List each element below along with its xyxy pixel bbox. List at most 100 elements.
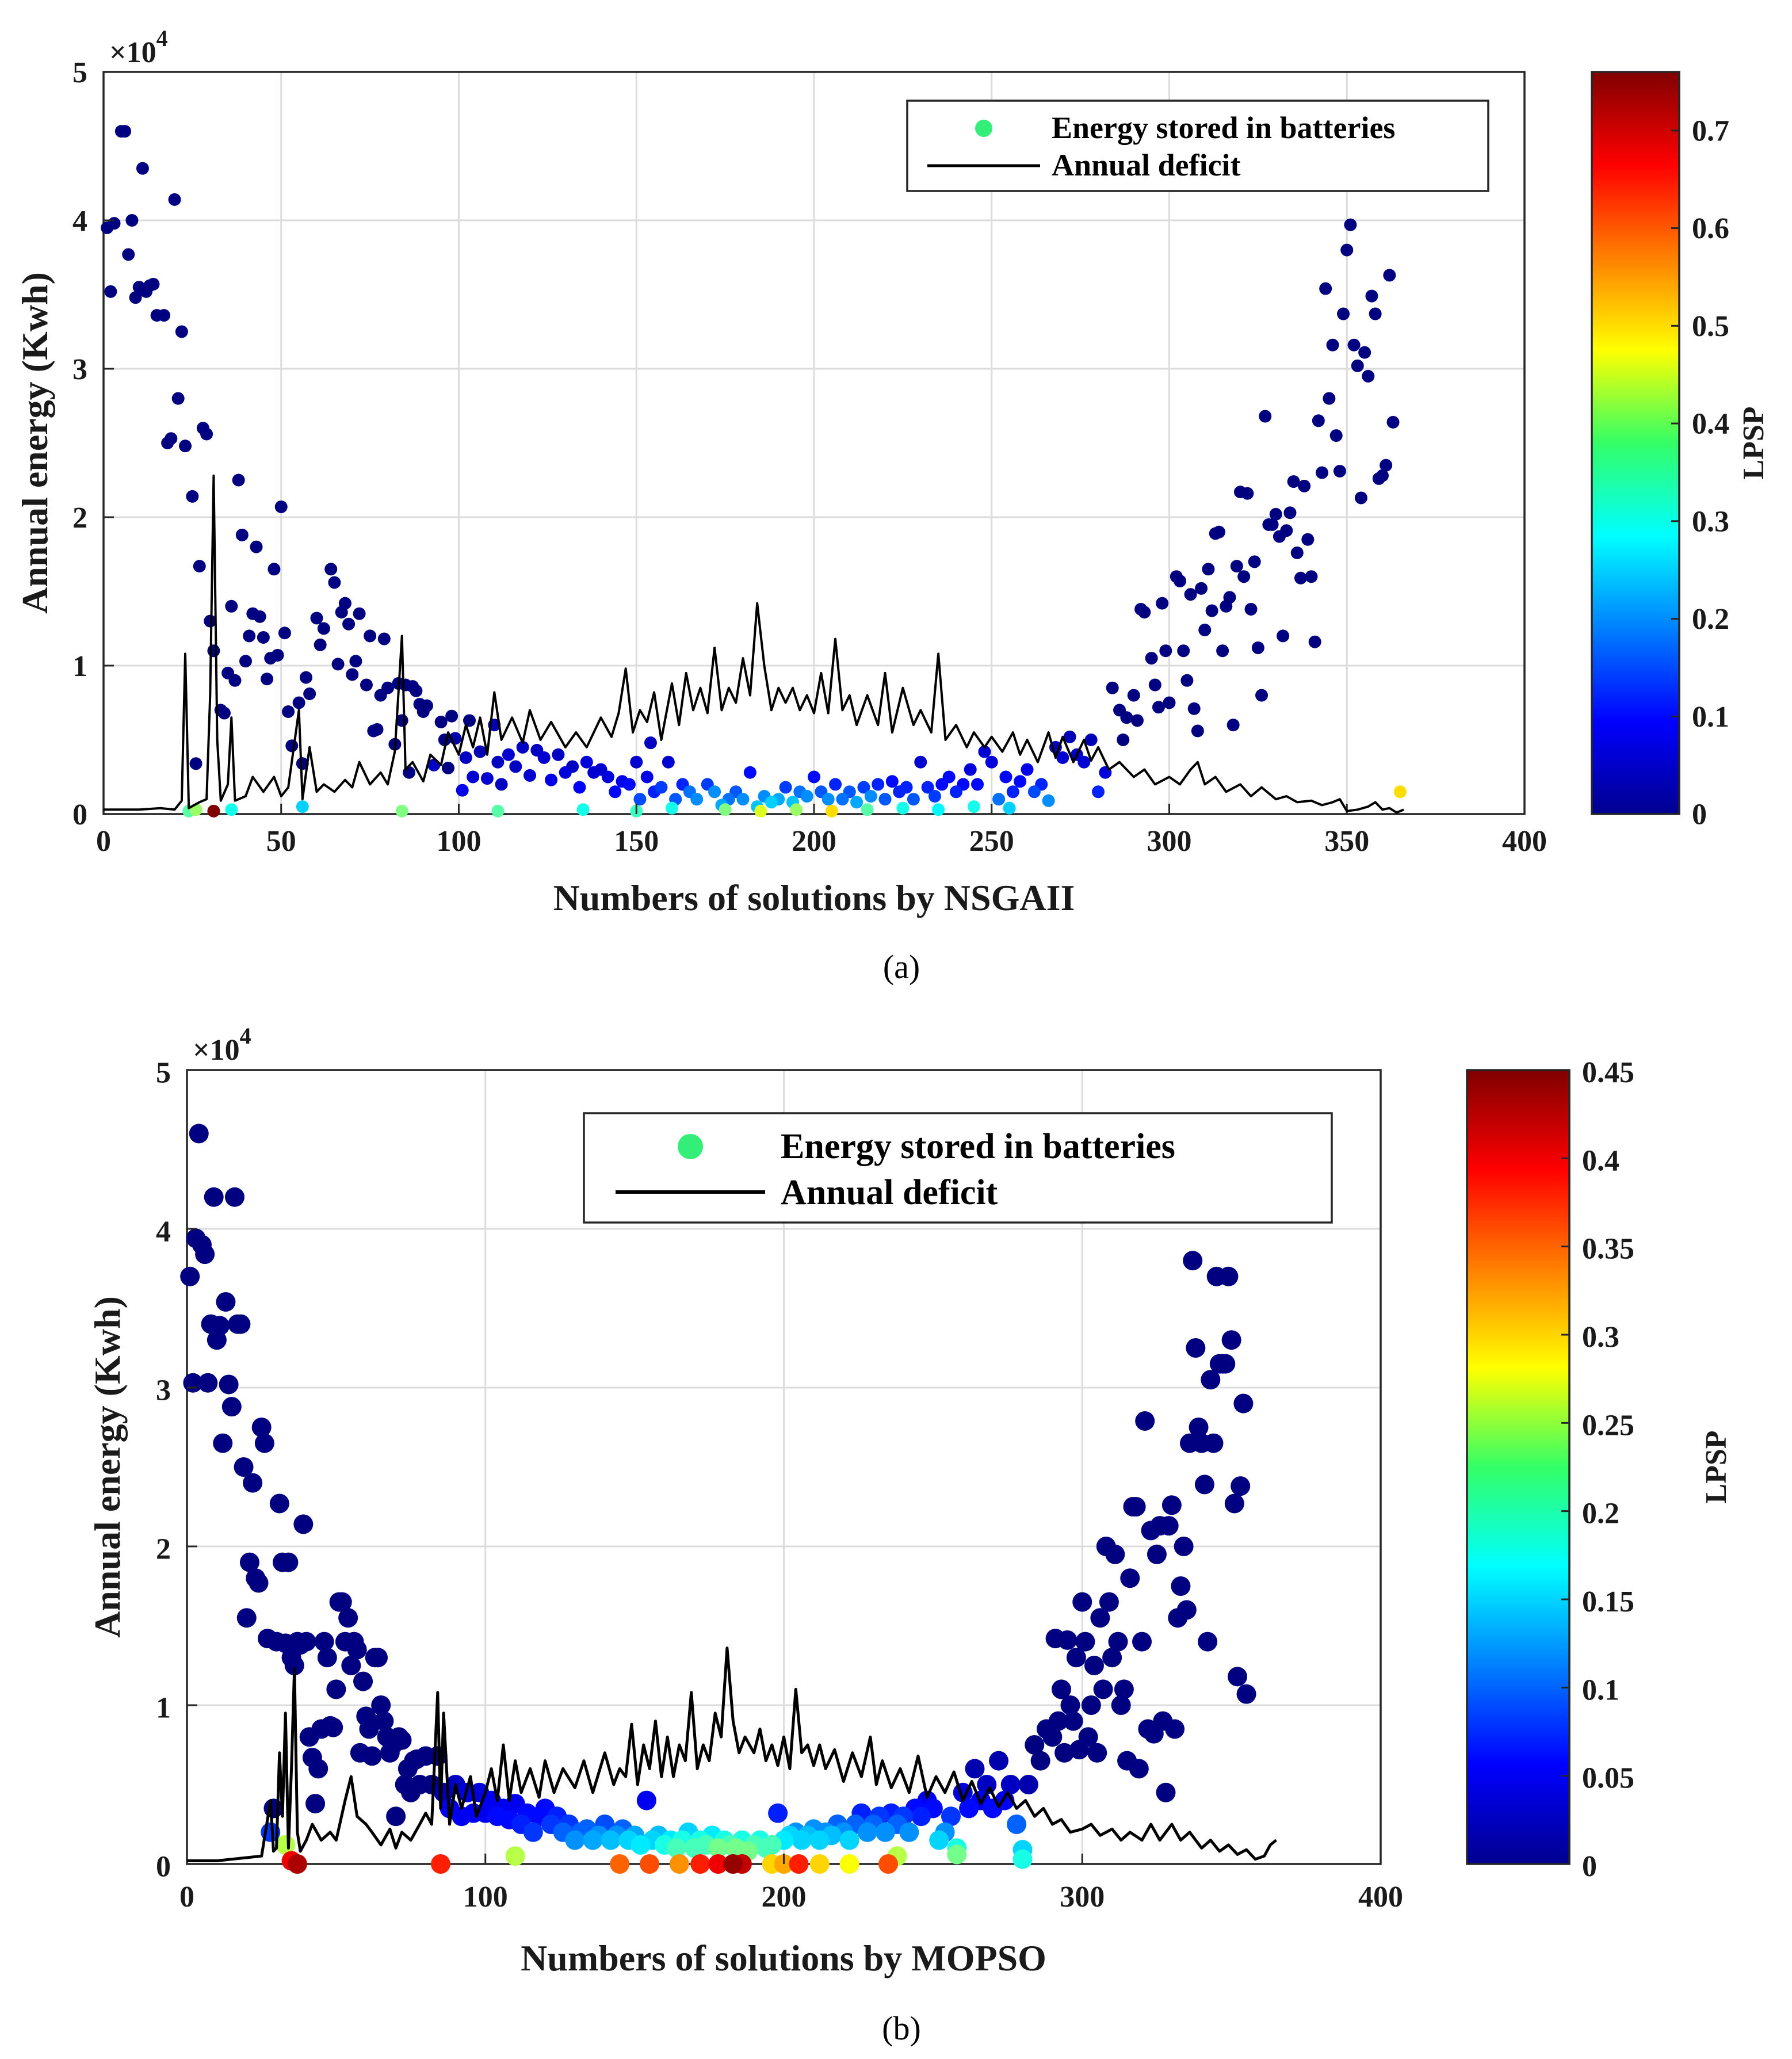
panel-b-scatter-point bbox=[1078, 1727, 1098, 1747]
panel-b-scatter-point bbox=[965, 1759, 985, 1779]
panel-b-y-tick-label-2: 2 bbox=[156, 1533, 171, 1566]
panel-b-scatter-point bbox=[1221, 1330, 1241, 1350]
panel-b-y-tick-label-4: 4 bbox=[156, 1216, 171, 1248]
panel-a-scatter-point bbox=[228, 674, 242, 687]
panel-a-scatter-point bbox=[537, 751, 551, 764]
panel-a-x-tick-label-7: 350 bbox=[1324, 825, 1369, 858]
panel-a-scatter-point bbox=[765, 796, 778, 809]
panel-b-colorbar: 0 0.05 0.1 0.15 0.2 0.25 0.3 0.35 0.4 0.45 LPSP bbox=[1466, 1056, 1733, 1883]
panel-a-scatter-point bbox=[1369, 307, 1382, 320]
panel-a-scatter-point bbox=[157, 309, 170, 322]
panel-a-scatter-point bbox=[370, 723, 384, 736]
panel-a-scatter-point bbox=[271, 648, 284, 662]
panel-a-scatter-point bbox=[420, 699, 433, 712]
panel-b-scatter-point bbox=[326, 1679, 346, 1699]
panel-a-legend-line-label: Annual deficit bbox=[1052, 148, 1241, 182]
panel-a-scatter-point bbox=[719, 803, 732, 816]
panel-a-scatter-point bbox=[857, 781, 870, 794]
panel-a-scatter-point bbox=[921, 781, 934, 794]
panel-a-scatter-point bbox=[346, 668, 359, 681]
panel-a-scatter-point bbox=[1042, 794, 1055, 807]
panel-a-scatter-point bbox=[1244, 602, 1258, 616]
panel-a-scatter-point bbox=[1376, 469, 1389, 482]
panel-b-scatter-point bbox=[249, 1573, 269, 1593]
panel-a-scatter-point bbox=[274, 500, 288, 513]
panel-b-scatter-point bbox=[565, 1830, 585, 1850]
panel-b-scatter-point bbox=[362, 1746, 382, 1766]
panel-a-scatter-point bbox=[1177, 644, 1190, 658]
panel-a-colorbar-tick-label-5: 0.5 bbox=[1692, 310, 1729, 343]
panel-a-scatter-point bbox=[779, 781, 792, 794]
panel-a-scatter-point bbox=[473, 745, 487, 758]
panel-a-scatter-point bbox=[1078, 755, 1091, 769]
panel-a-scatter-point bbox=[1187, 702, 1201, 715]
panel-a-scatter-point bbox=[1312, 414, 1325, 427]
panel-b-scatter-point bbox=[1231, 1476, 1251, 1496]
panel-b-scatter-point bbox=[1048, 1711, 1068, 1731]
panel-a-colorbar-tick-label-1: 0.1 bbox=[1692, 701, 1729, 734]
panel-a-scatter-point bbox=[1259, 410, 1272, 423]
panel-a-scatter-point bbox=[467, 770, 480, 784]
panel-a-scatter-point bbox=[189, 757, 202, 770]
panel-a-scatter-point bbox=[1184, 588, 1197, 601]
panel-a-scatter-point bbox=[1084, 734, 1098, 746]
panel-a-scatter-point bbox=[1290, 546, 1304, 559]
panel-b-scatter-point bbox=[1189, 1418, 1209, 1437]
panel-a-scatter-point bbox=[129, 291, 142, 304]
panel-b-colorbar-tick-label-5: 0.25 bbox=[1582, 1409, 1634, 1442]
panel-b-scatter-point bbox=[287, 1854, 307, 1874]
panel-a-scatter-point bbox=[342, 617, 356, 631]
panel-a-scatter-point bbox=[950, 785, 962, 799]
panel-a-scatter-point bbox=[1241, 487, 1254, 500]
panel-b-x-tick-label-4: 400 bbox=[1358, 1881, 1403, 1913]
panel-a-scatter-point bbox=[622, 778, 636, 791]
panel-a-scatter-point bbox=[1127, 689, 1140, 702]
panel-a-scatter-point bbox=[878, 793, 892, 806]
panel-b-scatter-point bbox=[1012, 1849, 1033, 1869]
panel-b-scatter-point bbox=[505, 1846, 525, 1866]
panel-a-scatter-point bbox=[690, 793, 704, 806]
panel-b-scatter-point bbox=[243, 1473, 263, 1493]
panel-a-scatter-point bbox=[239, 655, 252, 668]
panel-b-scatter-point bbox=[219, 1374, 239, 1395]
panel-a-scatter-point bbox=[282, 705, 295, 718]
panel-b-scatter-point bbox=[959, 1798, 979, 1819]
panel-a-scatter-point bbox=[1255, 689, 1268, 702]
panel-a-scatter-point bbox=[1148, 678, 1161, 692]
panel-a-scatter-point bbox=[829, 778, 842, 791]
panel-b-scatter-point bbox=[523, 1822, 543, 1842]
panel-a-scatter-point bbox=[299, 671, 312, 684]
panel-b-scatter-point bbox=[1108, 1632, 1128, 1652]
panel-a-scatter-point bbox=[1266, 518, 1279, 531]
panel-a-scatter-point bbox=[175, 325, 188, 338]
panel-a-scatter-point bbox=[967, 800, 980, 813]
panel-a-scatter-point bbox=[861, 803, 874, 816]
panel-b-scatter-point bbox=[1176, 1600, 1197, 1620]
panel-b-y-tick-label-0: 0 bbox=[156, 1851, 171, 1884]
panel-a-scatter-point bbox=[119, 125, 132, 138]
panel-b-scatter-point bbox=[234, 1457, 254, 1477]
panel-a-scatter-point bbox=[303, 687, 316, 701]
panel-b-scatter-point bbox=[1218, 1266, 1239, 1286]
panel-a-scatter-point bbox=[1326, 338, 1339, 352]
panel-a-scatter-point bbox=[1323, 392, 1336, 405]
panel-a-scatter-point bbox=[1386, 415, 1400, 429]
panel-b-scatter-point bbox=[371, 1695, 391, 1715]
panel-a-scatter-point bbox=[633, 793, 647, 806]
panel-b-scatter-point bbox=[353, 1671, 373, 1691]
panel-b-scatter-point bbox=[1102, 1648, 1122, 1668]
panel-b-scatter-point bbox=[1111, 1695, 1131, 1715]
panel-a-scatter-point bbox=[1156, 597, 1169, 610]
panel-b-legend-box bbox=[583, 1112, 1333, 1224]
panel-b-scatter-point bbox=[1063, 1711, 1083, 1731]
panel-a-colorbar: 0 0.1 0.2 0.3 0.4 0.5 0.6 0.7 LPSP bbox=[1591, 71, 1770, 831]
panel-a-scatter-group bbox=[101, 125, 1407, 818]
panel-a-scatter-point bbox=[1152, 701, 1165, 714]
panel-b-scatter-point bbox=[368, 1648, 388, 1668]
panel-b-scatter-point bbox=[631, 1835, 651, 1855]
panel-b-legend-scatter-label: Energy stored in batteries bbox=[781, 1127, 1175, 1166]
panel-b-scatter-point bbox=[276, 1835, 296, 1855]
panel-b-scatter-point bbox=[1159, 1516, 1179, 1536]
panel-a-legend-box bbox=[906, 100, 1489, 192]
panel-b-x-tick-label-3: 300 bbox=[1060, 1881, 1105, 1913]
